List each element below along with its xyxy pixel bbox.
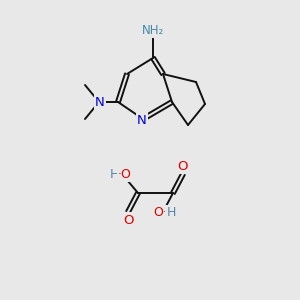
Text: H: H xyxy=(166,206,176,218)
Text: N: N xyxy=(137,113,147,127)
Text: N: N xyxy=(95,95,105,109)
Text: H: H xyxy=(109,167,119,181)
Text: NH₂: NH₂ xyxy=(142,25,164,38)
Text: O: O xyxy=(178,160,188,172)
Text: O: O xyxy=(123,214,133,226)
Text: O·: O· xyxy=(153,206,167,218)
Text: ·O: ·O xyxy=(118,167,132,181)
